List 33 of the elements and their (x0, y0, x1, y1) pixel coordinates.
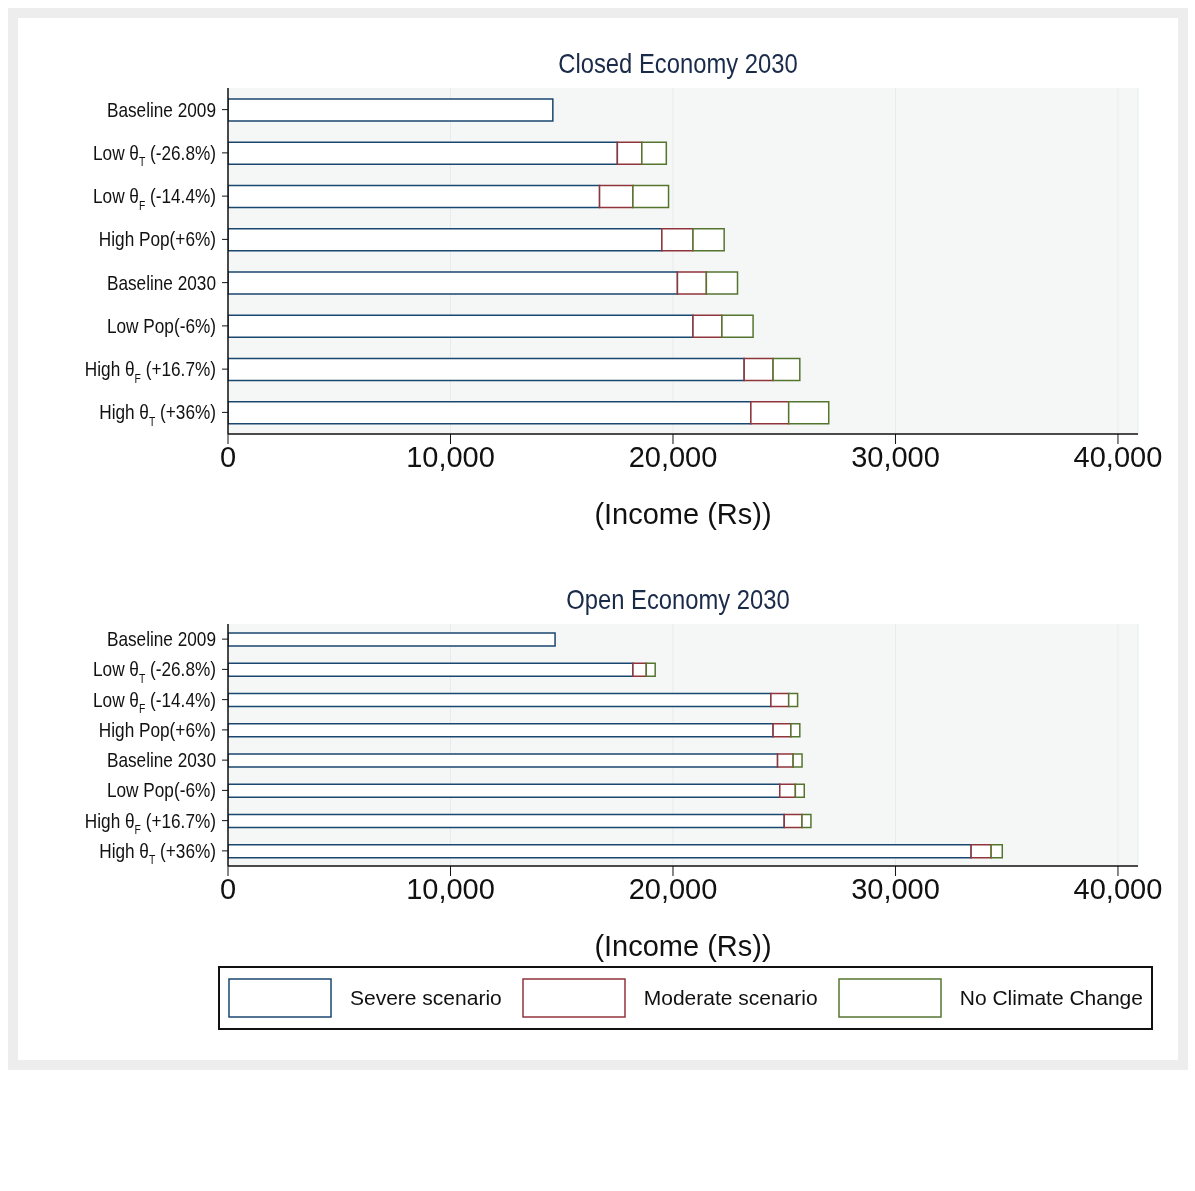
y-tick-label: High θ$_{F}$ (+16.7%) (84, 357, 216, 385)
legend-label: Severe scenario (350, 986, 502, 1010)
y-tick-label: Baseline 2030 (106, 748, 216, 772)
y-tick-label: High θ$_{F}$ (+16.7%) (84, 809, 216, 837)
x-tick-label: 20,000 (628, 872, 718, 905)
y-tick-label: Low θ$_{F}$ (-14.4%) (93, 688, 216, 716)
x-tick-label: 40,000 (1073, 440, 1163, 473)
y-tick-label: Low θ$_{T}$ (-26.8%) (93, 657, 216, 686)
y-tick-label: Low θ$_{F}$ (-14.4%) (93, 184, 216, 212)
x-tick-label: 30,000 (851, 872, 940, 905)
x-axis-title: (Income (Rs)) (594, 498, 772, 530)
x-tick-label: 10,000 (406, 872, 495, 905)
x-tick-label: 40,000 (1073, 872, 1163, 905)
y-tick-label: Baseline 2030 (106, 271, 216, 294)
y-tick-label: Baseline 2009 (106, 627, 216, 651)
x-tick-label: 20,000 (628, 440, 718, 473)
y-tick-label: High Pop(+6%) (98, 718, 216, 742)
chart-title: Open Economy 2030 (566, 584, 790, 615)
y-tick-label: Low Pop(-6%) (106, 314, 216, 338)
x-tick-label: 0 (219, 872, 237, 905)
x-tick-label: 30,000 (851, 440, 940, 473)
y-tick-label: Baseline 2009 (106, 98, 216, 121)
x-tick-label: 0 (219, 440, 237, 473)
y-tick-label: High Pop(+6%) (98, 227, 216, 251)
chart-title: Closed Economy 2030 (558, 48, 798, 79)
x-tick-label: 10,000 (406, 440, 495, 473)
y-tick-label: Low θ$_{T}$ (-26.8%) (93, 141, 216, 169)
y-tick-label: High θ$_{T}$ (+36%) (99, 400, 216, 429)
x-axis-title: (Income (Rs)) (594, 930, 772, 962)
legend-label: No Climate Change (959, 986, 1143, 1010)
legend-label: Moderate scenario (643, 986, 818, 1010)
y-tick-label: High θ$_{T}$ (+36%) (99, 839, 216, 867)
y-tick-label: Low Pop(-6%) (106, 778, 216, 802)
